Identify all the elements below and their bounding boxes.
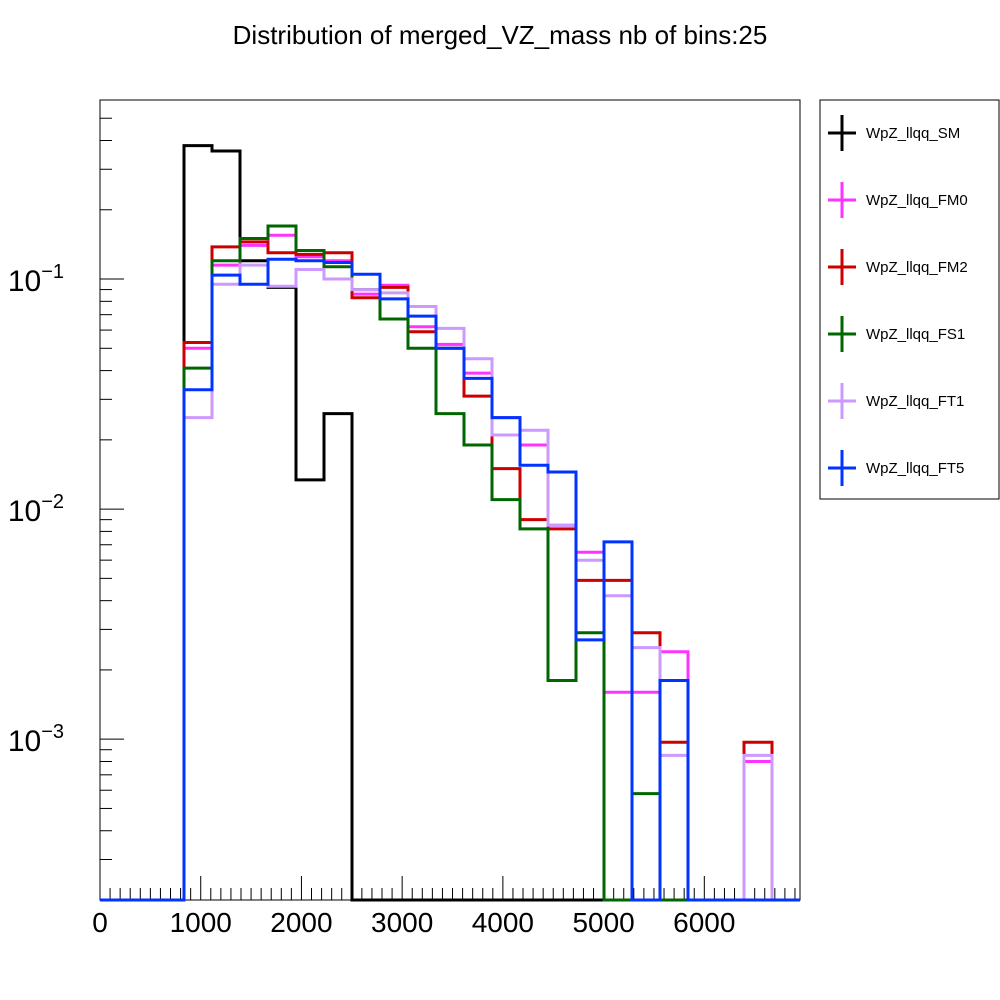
series-line-wpz-llqq-ft1 [100,263,800,902]
y-tick-label: 10−2 [8,491,64,528]
series-line-wpz-llqq-fm0 [100,233,800,902]
series-group [100,144,800,902]
y-tick-label: 10−3 [8,721,64,758]
y-tick-label: 10−1 [8,261,64,298]
x-tick-label: 6000 [673,907,735,938]
legend: WpZ_llqq_SM WpZ_llqq_FM0 WpZ_llqq_FM2 WpZ_l… [819,99,1000,500]
x-tick-label: 4000 [472,907,534,938]
series-line-wpz-llqq-ft5 [100,257,800,902]
series-line-wpz-llqq-sm [100,144,800,902]
legend-label: WpZ_llqq_FM2 [866,259,968,276]
x-tick-label: 5000 [572,907,634,938]
legend-label: WpZ_llqq_FT1 [866,393,964,410]
legend-box [819,99,1000,500]
y-axis: 10−1 10−2 10−3 [8,117,124,901]
legend-label: WpZ_llqq_FM0 [866,192,968,209]
chart-title: Distribution of merged_VZ_mass nb of bin… [233,20,768,50]
x-axis: 0 1000 2000 3000 4000 5000 6000 [92,876,796,938]
plot-frame [99,99,801,901]
x-tick-label: 1000 [170,907,232,938]
series-line-wpz-llqq-fm2 [100,240,800,902]
legend-label: WpZ_llqq_FT5 [866,460,964,477]
x-tick-label: 2000 [270,907,332,938]
legend-label: WpZ_llqq_SM [866,125,960,142]
x-tick-label: 0 [92,907,108,938]
x-tick-label: 3000 [371,907,433,938]
legend-label: WpZ_llqq_FS1 [866,326,965,343]
